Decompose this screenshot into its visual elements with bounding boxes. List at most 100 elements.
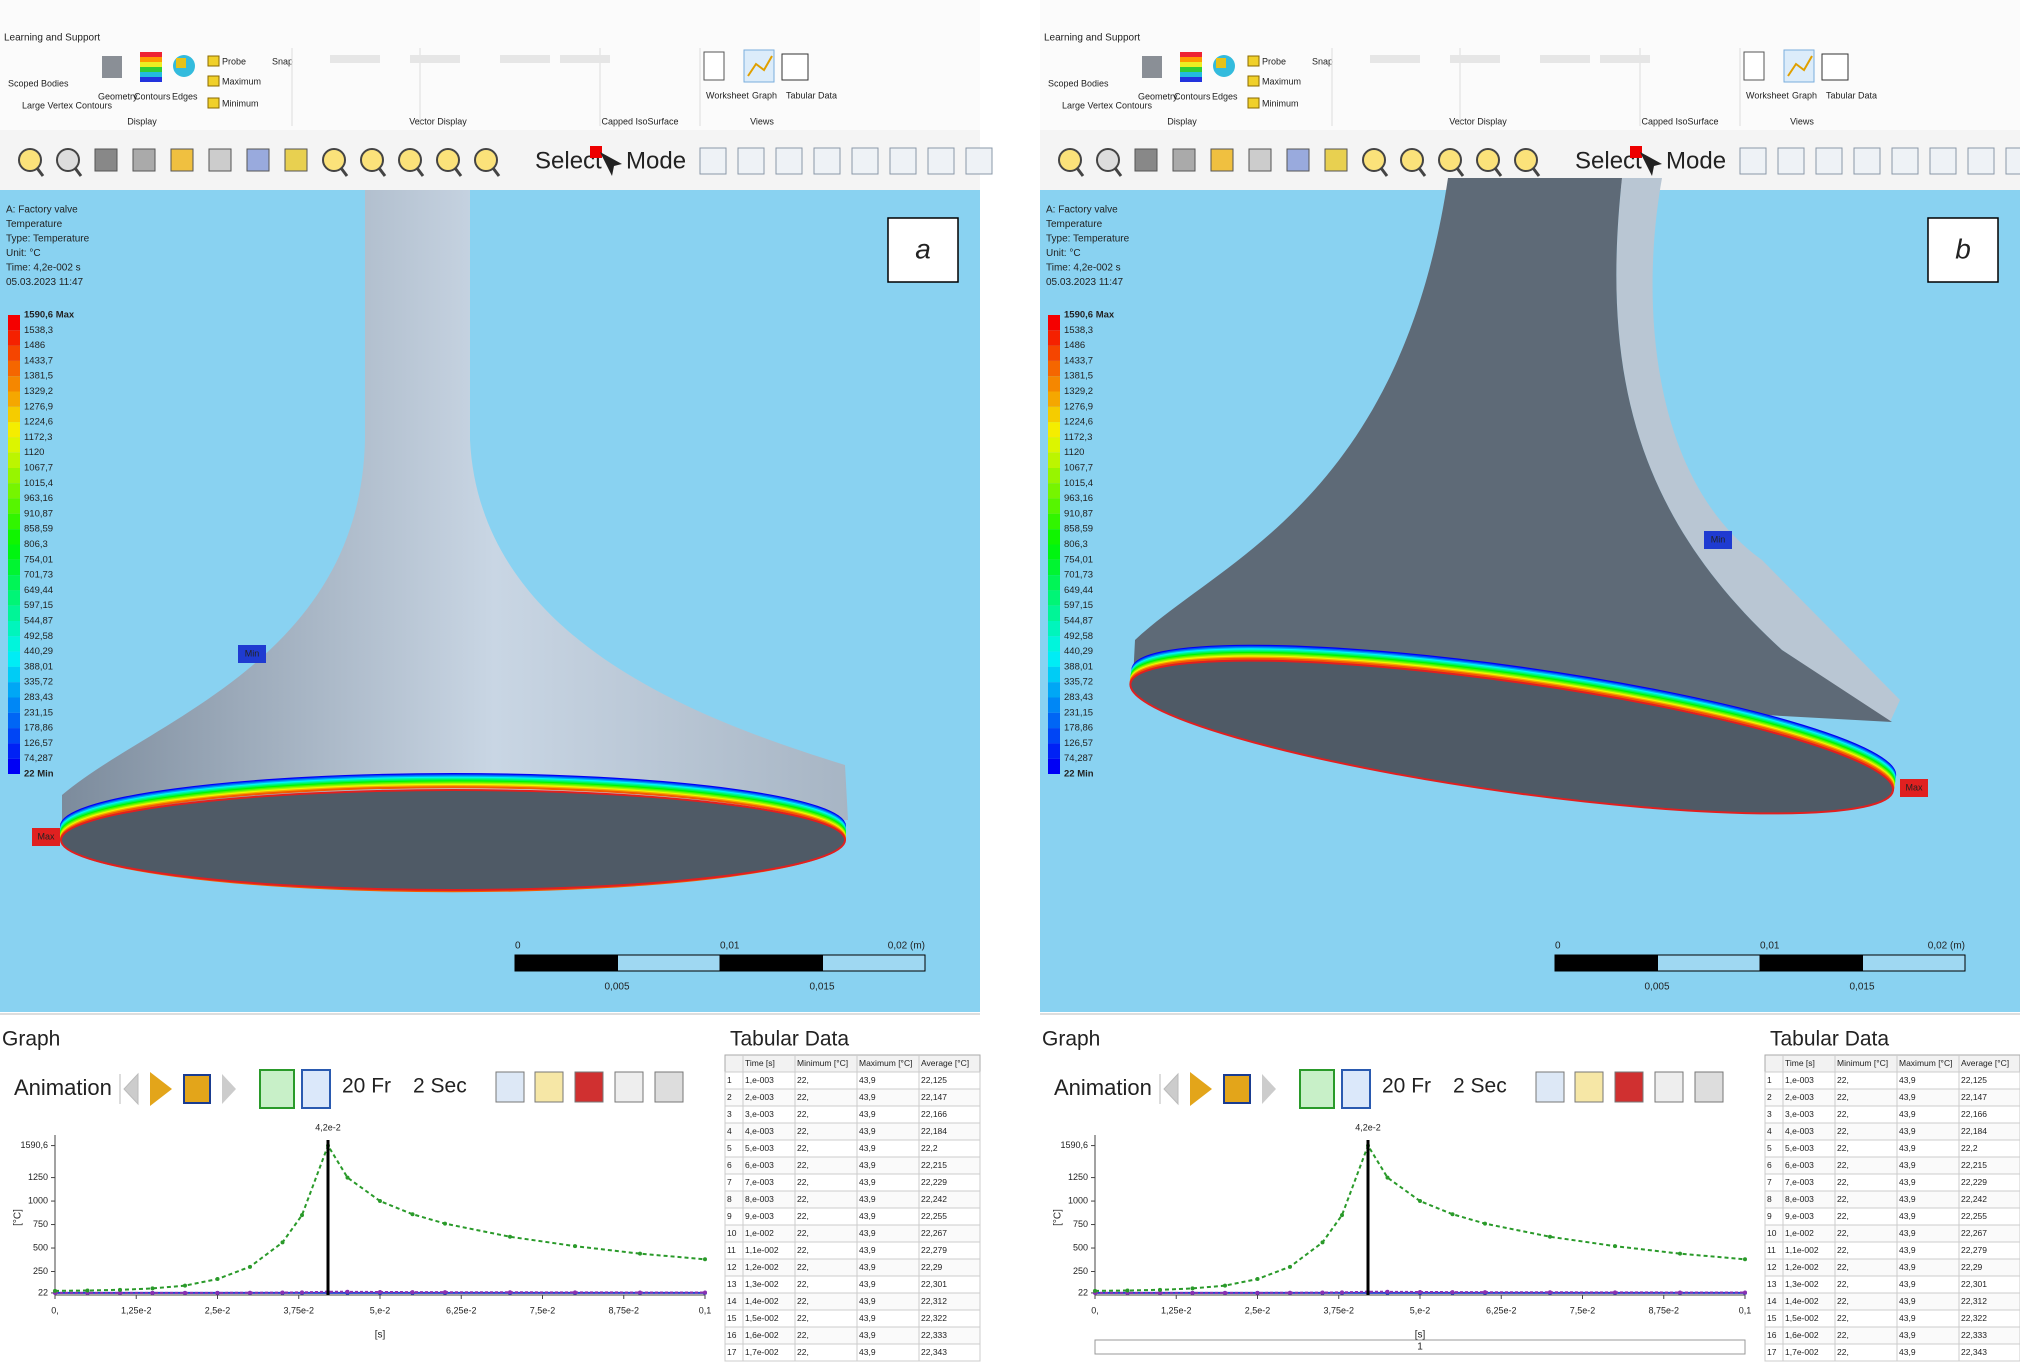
- export-icon[interactable]: [1654, 1071, 1684, 1103]
- tool-icon[interactable]: [1967, 147, 1995, 175]
- export-icon[interactable]: [1574, 1071, 1604, 1103]
- tool-icon[interactable]: [1815, 147, 1843, 175]
- ribbon-item[interactable]: Worksheet: [706, 90, 749, 100]
- ribbon-item[interactable]: Graph: [752, 90, 777, 100]
- tool-icon[interactable]: [1096, 148, 1120, 172]
- frames-icon[interactable]: [259, 1069, 295, 1109]
- mode-button[interactable]: Mode: [1666, 147, 1726, 174]
- ribbon-item[interactable]: Contours: [1174, 91, 1211, 101]
- tool-icon[interactable]: [775, 147, 803, 175]
- ribbon-item[interactable]: Tabular Data: [786, 90, 837, 100]
- ribbon-item[interactable]: Minimum: [222, 98, 259, 108]
- ribbon-item[interactable]: Graph: [1792, 90, 1817, 100]
- prev-button[interactable]: [1159, 1072, 1179, 1106]
- ribbon-item[interactable]: Contours: [134, 91, 171, 101]
- tool-icon[interactable]: [1324, 148, 1348, 172]
- tool-icon[interactable]: [1853, 147, 1881, 175]
- ribbon-item[interactable]: Geometry: [1138, 91, 1178, 101]
- ribbon-item[interactable]: Geometry: [98, 91, 138, 101]
- ribbon-item[interactable]: Scoped Bodies: [1048, 78, 1109, 88]
- timeline[interactable]: [1094, 1339, 1746, 1355]
- tool-icon[interactable]: [1286, 148, 1310, 172]
- tool-icon[interactable]: [1210, 148, 1234, 172]
- tool-icon[interactable]: [889, 147, 917, 175]
- tool-icon[interactable]: [1514, 148, 1538, 172]
- tool-icon[interactable]: [398, 148, 422, 172]
- table-cell: 22,: [1837, 1313, 1849, 1323]
- export-icon[interactable]: [614, 1071, 644, 1103]
- ribbon-item[interactable]: Probe: [222, 56, 246, 66]
- ribbon-item[interactable]: Large Vertex Contours: [1062, 100, 1153, 110]
- export-icon[interactable]: [534, 1071, 564, 1103]
- tool-icon[interactable]: [1891, 147, 1919, 175]
- tool-icon[interactable]: [208, 148, 232, 172]
- tool-icon[interactable]: [1739, 147, 1767, 175]
- frames-icon[interactable]: [1299, 1069, 1335, 1109]
- ribbon-item[interactable]: Edges: [1212, 91, 1238, 101]
- tool-icon[interactable]: [1248, 148, 1272, 172]
- tool-icon[interactable]: [927, 147, 955, 175]
- ribbon-item[interactable]: Maximum: [222, 76, 261, 86]
- tool-icon[interactable]: [813, 147, 841, 175]
- ribbon-item[interactable]: Probe: [1262, 56, 1286, 66]
- tool-icon[interactable]: [1929, 147, 1957, 175]
- duration-select[interactable]: 2 Sec: [413, 1075, 467, 1098]
- tool-icon[interactable]: [284, 148, 308, 172]
- ribbon-item[interactable]: Edges: [172, 91, 198, 101]
- tool-icon[interactable]: [132, 148, 156, 172]
- tool-icon[interactable]: [2005, 147, 2020, 175]
- tool-icon[interactable]: [56, 148, 80, 172]
- tool-icon[interactable]: [1438, 148, 1462, 172]
- tool-icon[interactable]: [360, 148, 384, 172]
- tool-icon[interactable]: [94, 148, 118, 172]
- table-row[interactable]: [1764, 1343, 2020, 1362]
- duration-select[interactable]: 2 Sec: [1453, 1075, 1507, 1098]
- play-button[interactable]: [150, 1072, 172, 1106]
- next-button[interactable]: [1262, 1074, 1276, 1104]
- tool-icon[interactable]: [1058, 148, 1082, 172]
- stop-button[interactable]: [1223, 1074, 1251, 1104]
- tool-icon[interactable]: [851, 147, 879, 175]
- tool-icon[interactable]: [1134, 148, 1158, 172]
- tool-icon[interactable]: [322, 148, 346, 172]
- tool-icon[interactable]: [1400, 148, 1424, 172]
- ribbon-item[interactable]: Tabular Data: [1826, 90, 1877, 100]
- table-icon[interactable]: [1821, 53, 1849, 81]
- play-button[interactable]: [1190, 1072, 1212, 1106]
- export-icon[interactable]: [1614, 1071, 1644, 1103]
- tool-icon[interactable]: [1476, 148, 1500, 172]
- table-icon[interactable]: [781, 53, 809, 81]
- tool-icon[interactable]: [1777, 147, 1805, 175]
- frames-select[interactable]: 20 Fr: [342, 1075, 391, 1098]
- tool-icon[interactable]: [965, 147, 993, 175]
- table-row[interactable]: [724, 1343, 981, 1362]
- export-icon[interactable]: [1535, 1071, 1565, 1103]
- tool-icon[interactable]: [1172, 148, 1196, 172]
- stop-button[interactable]: [183, 1074, 211, 1104]
- prev-button[interactable]: [119, 1072, 139, 1106]
- frames-icon[interactable]: [1341, 1069, 1371, 1109]
- mode-button[interactable]: Mode: [626, 147, 686, 174]
- ribbon-item[interactable]: Worksheet: [1746, 90, 1789, 100]
- ribbon-item[interactable]: Minimum: [1262, 98, 1299, 108]
- next-button[interactable]: [222, 1074, 236, 1104]
- tool-icon[interactable]: [436, 148, 460, 172]
- tool-icon[interactable]: [170, 148, 194, 172]
- frames-icon[interactable]: [301, 1069, 331, 1109]
- tool-icon[interactable]: [737, 147, 765, 175]
- ribbon-item[interactable]: Large Vertex Contours: [22, 100, 113, 110]
- tool-icon[interactable]: [474, 148, 498, 172]
- ribbon-item[interactable]: Maximum: [1262, 76, 1301, 86]
- tool-icon[interactable]: [1362, 148, 1386, 172]
- ribbon-item[interactable]: Scoped Bodies: [8, 78, 69, 88]
- tool-icon[interactable]: [18, 148, 42, 172]
- tool-icon[interactable]: [246, 148, 270, 172]
- export-icon[interactable]: [1694, 1071, 1724, 1103]
- ribbon-item[interactable]: Snap: [272, 56, 293, 66]
- export-icon[interactable]: [574, 1071, 604, 1103]
- export-icon[interactable]: [495, 1071, 525, 1103]
- ribbon-item[interactable]: Snap: [1312, 56, 1333, 66]
- frames-select[interactable]: 20 Fr: [1382, 1075, 1431, 1098]
- tool-icon[interactable]: [699, 147, 727, 175]
- export-icon[interactable]: [654, 1071, 684, 1103]
